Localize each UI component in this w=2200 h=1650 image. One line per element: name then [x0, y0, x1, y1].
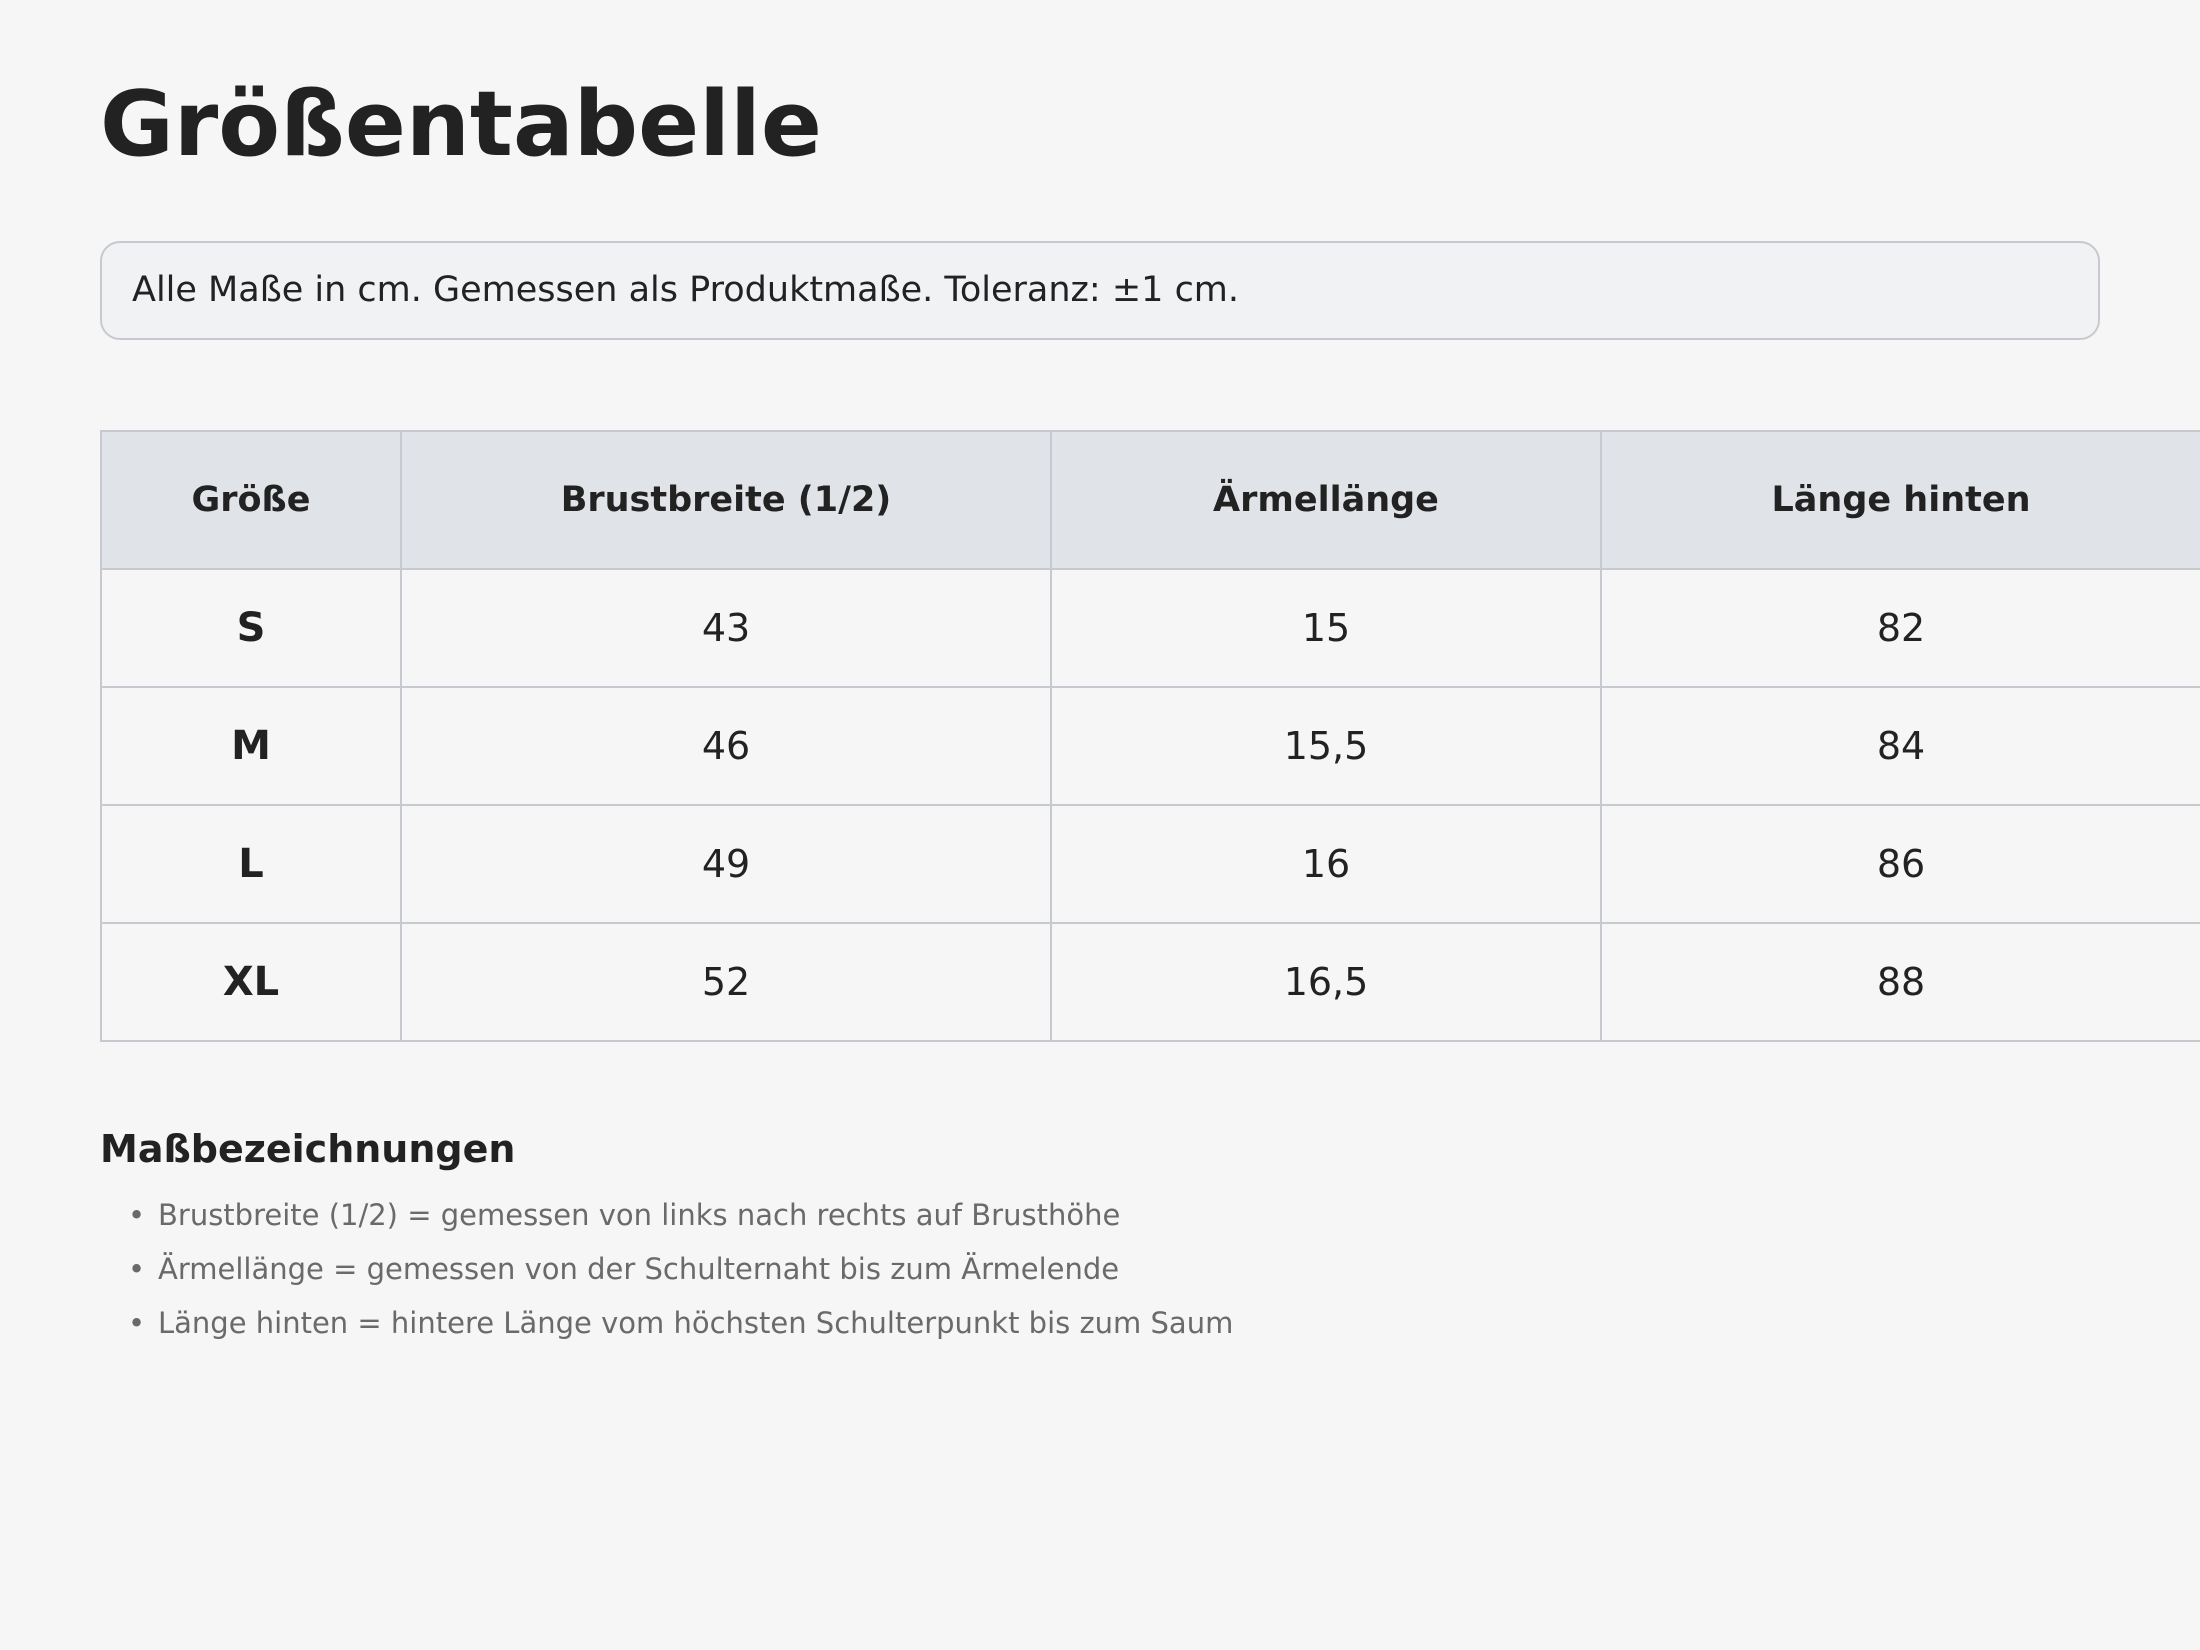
- measure-cell: 84: [1600, 686, 2200, 806]
- legend-item: Brustbreite (1/2) = gemessen von links n…: [100, 1188, 1233, 1242]
- size-cell: L: [100, 804, 402, 924]
- table-row: M 46 15,5 84: [100, 686, 2200, 806]
- legend-title: Maßbezeichnungen: [100, 1127, 516, 1171]
- size-cell: M: [100, 686, 402, 806]
- measure-cell: 15: [1050, 568, 1602, 688]
- legend-item: Länge hinten = hintere Länge vom höchste…: [100, 1296, 1233, 1350]
- table-row: XL 52 16,5 88: [100, 922, 2200, 1042]
- measure-cell: 16: [1050, 804, 1602, 924]
- measure-cell: 49: [400, 804, 1052, 924]
- legend-item: Ärmellänge = gemessen von der Schulterna…: [100, 1242, 1233, 1296]
- measure-cell: 43: [400, 568, 1052, 688]
- table-row: S 43 15 82: [100, 568, 2200, 688]
- size-cell: XL: [100, 922, 402, 1042]
- measure-cell: 88: [1600, 922, 2200, 1042]
- measure-cell: 52: [400, 922, 1052, 1042]
- table-body: S 43 15 82 M 46 15,5 84 L 49 16 86 XL 52 16,5 88: [100, 568, 2200, 1042]
- column-header: Ärmellänge: [1050, 430, 1602, 570]
- header-row: Größe Brustbreite (1/2) Ärmellänge Länge hi…: [100, 430, 2200, 570]
- measurement-note: Alle Maße in cm. Gemessen als Produktmaß…: [100, 241, 2100, 340]
- measure-cell: 82: [1600, 568, 2200, 688]
- measure-cell: 15,5: [1050, 686, 1602, 806]
- size-cell: S: [100, 568, 402, 688]
- column-header: Brustbreite (1/2): [400, 430, 1052, 570]
- legend-list: Brustbreite (1/2) = gemessen von links n…: [100, 1188, 1233, 1350]
- column-header: Größe: [100, 430, 402, 570]
- measure-cell: 46: [400, 686, 1052, 806]
- size-table: Größe Brustbreite (1/2) Ärmellänge Länge hi…: [100, 430, 2200, 1042]
- table-row: L 49 16 86: [100, 804, 2200, 924]
- page-title: Größentabelle: [100, 72, 822, 177]
- measure-cell: 86: [1600, 804, 2200, 924]
- column-header: Länge hinten: [1600, 430, 2200, 570]
- measure-cell: 16,5: [1050, 922, 1602, 1042]
